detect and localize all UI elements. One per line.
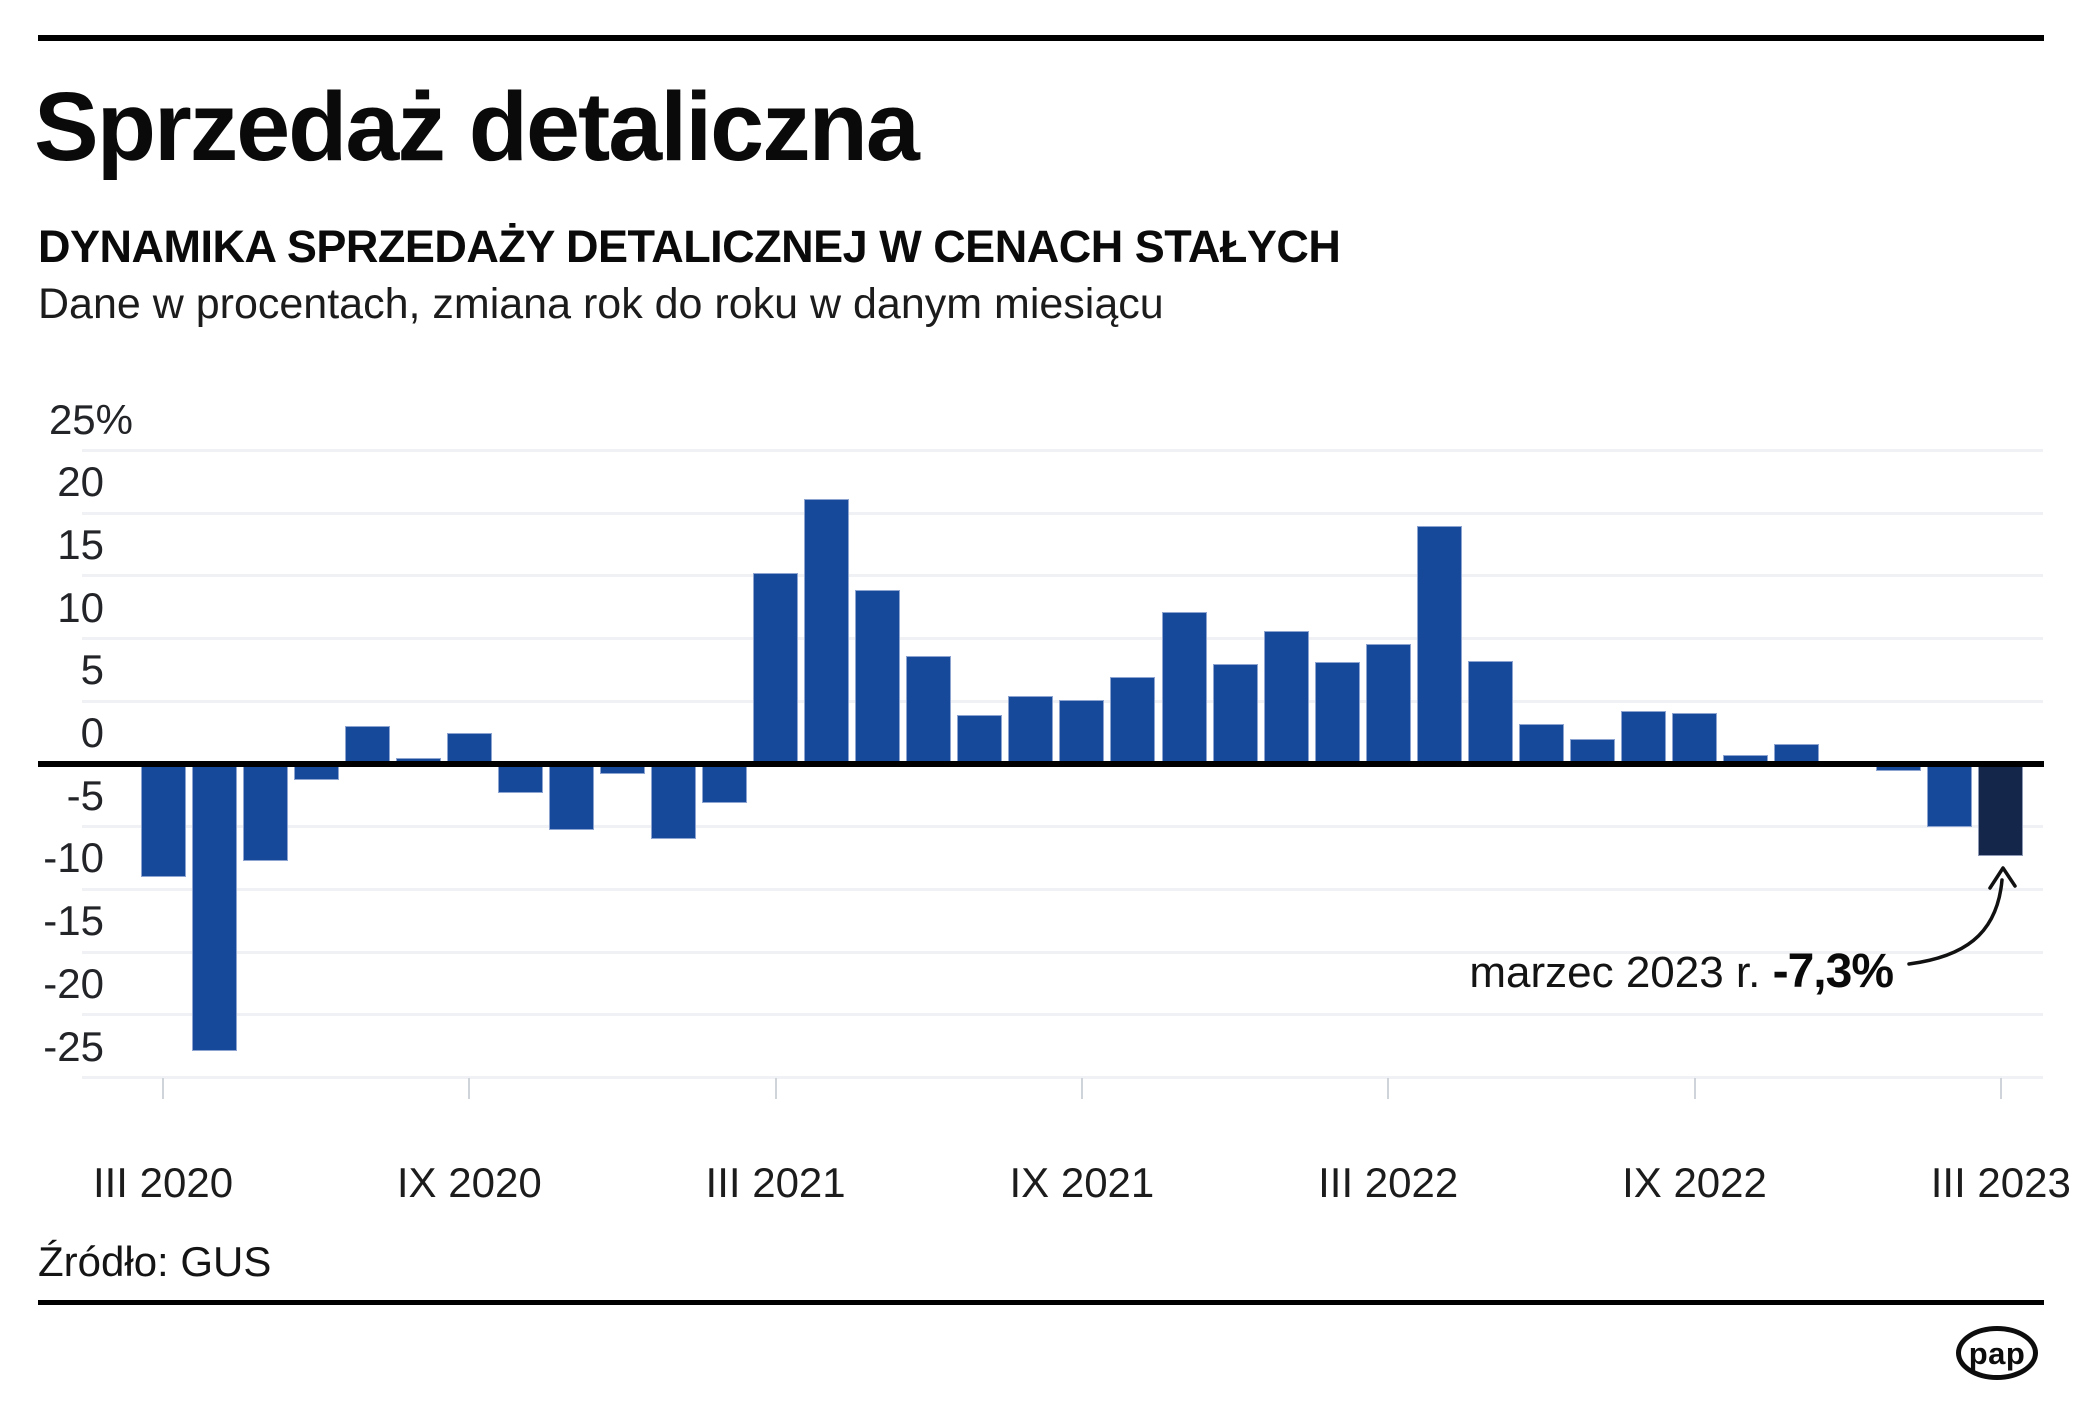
bar (1620, 711, 1666, 764)
annotation-value: -7,3% (1772, 945, 1894, 998)
bar (1672, 712, 1717, 764)
y-axis-label: -25 (43, 1022, 104, 1070)
x-axis-label: III 2021 (705, 1159, 846, 1206)
y-axis-label: -10 (43, 834, 104, 882)
gridline (82, 1013, 2043, 1017)
y-axis-label: -20 (43, 959, 104, 1007)
chart-description: Dane w procentach, zmiana rok do roku w … (38, 280, 1164, 328)
y-axis-label: 20 (57, 458, 104, 506)
gridline (82, 1076, 2043, 1079)
top-rule (38, 35, 2044, 41)
gridline (82, 511, 2043, 515)
x-axis-label: III 2020 (92, 1159, 234, 1206)
bar (651, 764, 696, 840)
gridline (82, 574, 2043, 578)
zero-axis-line (38, 761, 2044, 767)
bar (1467, 661, 1513, 764)
bar (1416, 525, 1462, 764)
x-axis-label: IX 2021 (1009, 1159, 1155, 1206)
x-axis-tick (1387, 1078, 1390, 1099)
bar (1008, 696, 1054, 764)
bar (140, 764, 186, 877)
x-axis-tick (774, 1078, 777, 1099)
x-axis-label: IX 2020 (396, 1159, 542, 1206)
bar (1314, 662, 1360, 764)
y-axis-label: 5 (80, 646, 104, 694)
x-axis-tick (162, 1078, 164, 1099)
page-title: Sprzedaż detaliczna (34, 72, 920, 181)
y-axis-label: 15 (57, 520, 104, 568)
pap-logo: pap (1956, 1326, 2038, 1380)
bar (957, 715, 1003, 764)
x-axis-tick (1693, 1078, 1696, 1099)
bar (906, 656, 952, 764)
bar (242, 764, 288, 861)
bar (855, 589, 901, 764)
bar (804, 499, 850, 764)
bar (1569, 738, 1615, 764)
gridline (82, 887, 2043, 891)
x-axis-label: III 2023 (1930, 1159, 2071, 1206)
x-axis-tick (1999, 1078, 2002, 1099)
y-axis-label: -15 (43, 897, 104, 945)
y-axis-label: -5 (66, 771, 104, 819)
bar (1263, 631, 1309, 764)
gridline (82, 449, 2043, 452)
bottom-rule (38, 1300, 2044, 1305)
gridline (82, 825, 2043, 829)
x-axis-label: III 2022 (1318, 1159, 1459, 1206)
bar (191, 764, 237, 1052)
annotation: marzec 2023 r. -7,3% (1469, 944, 1894, 999)
gridline (82, 637, 2043, 641)
x-axis-label: IX 2022 (1622, 1159, 1767, 1206)
bar (1365, 643, 1411, 764)
x-axis-tick (468, 1078, 471, 1099)
y-axis-label: 10 (57, 583, 104, 631)
bar (497, 764, 543, 793)
pap-logo-text: pap (1968, 1335, 2026, 1371)
x-axis-tick (1080, 1078, 1083, 1099)
y-axis-label: 0 (80, 709, 104, 756)
annotation-label: marzec 2023 r. (1469, 948, 1773, 997)
y-axis-label: 25% (48, 395, 133, 443)
bar (1110, 677, 1156, 764)
source-label: Źródło: GUS (38, 1238, 272, 1285)
bar (753, 573, 799, 764)
bar (1161, 612, 1207, 764)
gridline (82, 950, 2043, 954)
chart-subtitle: DYNAMIKA SPRZEDAŻY DETALICZNEJ W CENACH … (38, 221, 1341, 272)
